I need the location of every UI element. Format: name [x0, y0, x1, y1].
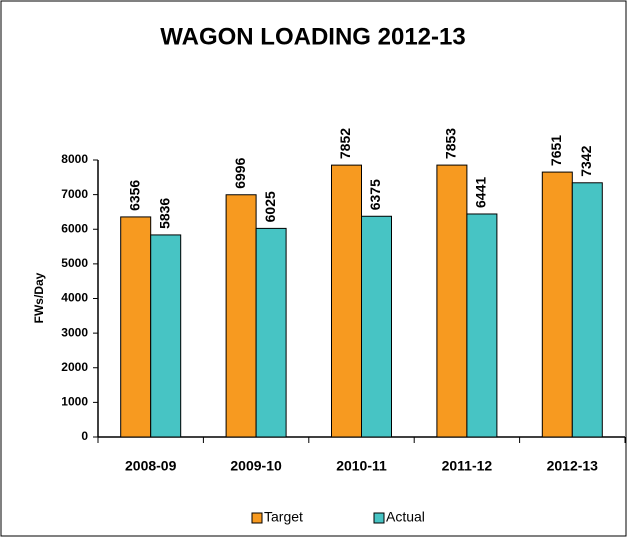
data-label: 6996 [232, 157, 248, 188]
y-tick-label: 3000 [61, 325, 88, 339]
bar [255, 227, 287, 438]
data-label: 6025 [262, 191, 278, 222]
y-tick-label: 8000 [61, 152, 88, 166]
legend-swatch [251, 512, 263, 524]
x-tick-label: 2008-09 [125, 458, 177, 474]
bar [150, 234, 182, 438]
bar [361, 215, 392, 438]
bar [541, 171, 573, 438]
y-tick-label: 0 [81, 429, 88, 443]
legend-label: Target [264, 509, 303, 525]
y-tick-label: 4000 [61, 291, 88, 305]
y-tick-label: 7000 [61, 187, 88, 201]
x-tick-label: 2010-11 [336, 458, 387, 474]
data-label: 7651 [548, 135, 564, 166]
y-tick-label: 1000 [61, 395, 88, 409]
bar [436, 164, 468, 438]
data-label: 7853 [443, 128, 459, 159]
bar [466, 213, 498, 438]
y-tick-label: 2000 [61, 360, 88, 374]
data-label: 5836 [156, 198, 172, 229]
y-tick-label: 5000 [61, 256, 88, 270]
y-axis-label: FWs/Day [32, 272, 46, 323]
bar [225, 194, 257, 438]
bar [120, 216, 152, 438]
y-tick-label: 6000 [61, 221, 88, 235]
chart-title: WAGON LOADING 2012-13 [160, 23, 465, 50]
data-label: 7852 [337, 128, 353, 159]
data-label: 6356 [126, 180, 142, 211]
bar [331, 164, 362, 438]
x-tick-label: 2011-12 [442, 458, 493, 474]
legend-swatch [373, 512, 385, 524]
data-label: 6441 [473, 177, 489, 208]
data-label: 6375 [367, 179, 383, 210]
x-tick-label: 2009-10 [230, 458, 282, 474]
x-tick-label: 2012-13 [547, 458, 599, 474]
data-label: 7342 [578, 145, 594, 176]
legend-label: Actual [386, 509, 425, 525]
bar [571, 182, 603, 438]
